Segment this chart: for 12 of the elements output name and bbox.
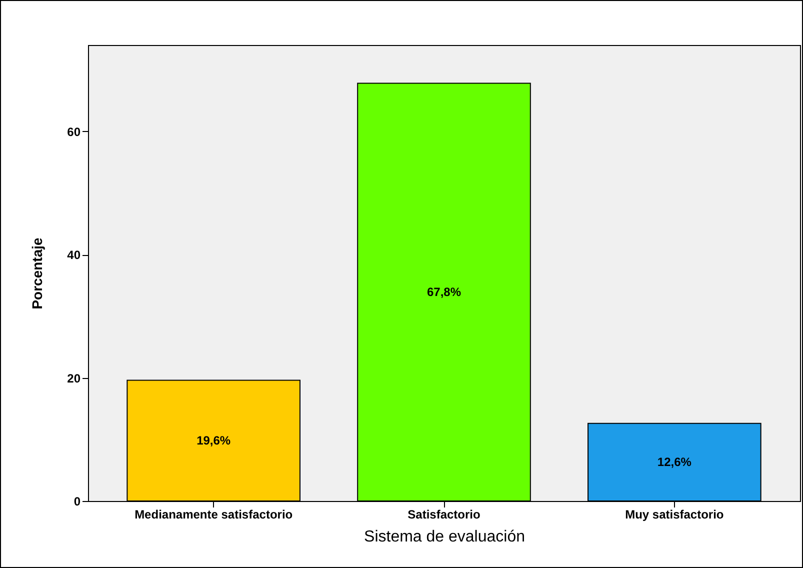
x-tick-label: Satisfactorio bbox=[408, 508, 480, 522]
x-tick-label: Muy satisfactorio bbox=[625, 508, 724, 522]
x-axis-title: Sistema de evaluación bbox=[364, 528, 525, 546]
y-tick-label: 40 bbox=[67, 248, 81, 262]
x-tick-label: Medianamente satisfactorio bbox=[134, 508, 293, 522]
y-tick-label: 0 bbox=[74, 494, 81, 508]
data-label: 67,8% bbox=[426, 285, 462, 300]
data-label: 12,6% bbox=[657, 455, 692, 470]
data-label: 19,6% bbox=[196, 434, 231, 448]
y-tick-label: 60 bbox=[67, 124, 81, 139]
y-tick-label: 20 bbox=[67, 371, 81, 386]
y-axis-title: Porcentaje bbox=[29, 237, 46, 310]
